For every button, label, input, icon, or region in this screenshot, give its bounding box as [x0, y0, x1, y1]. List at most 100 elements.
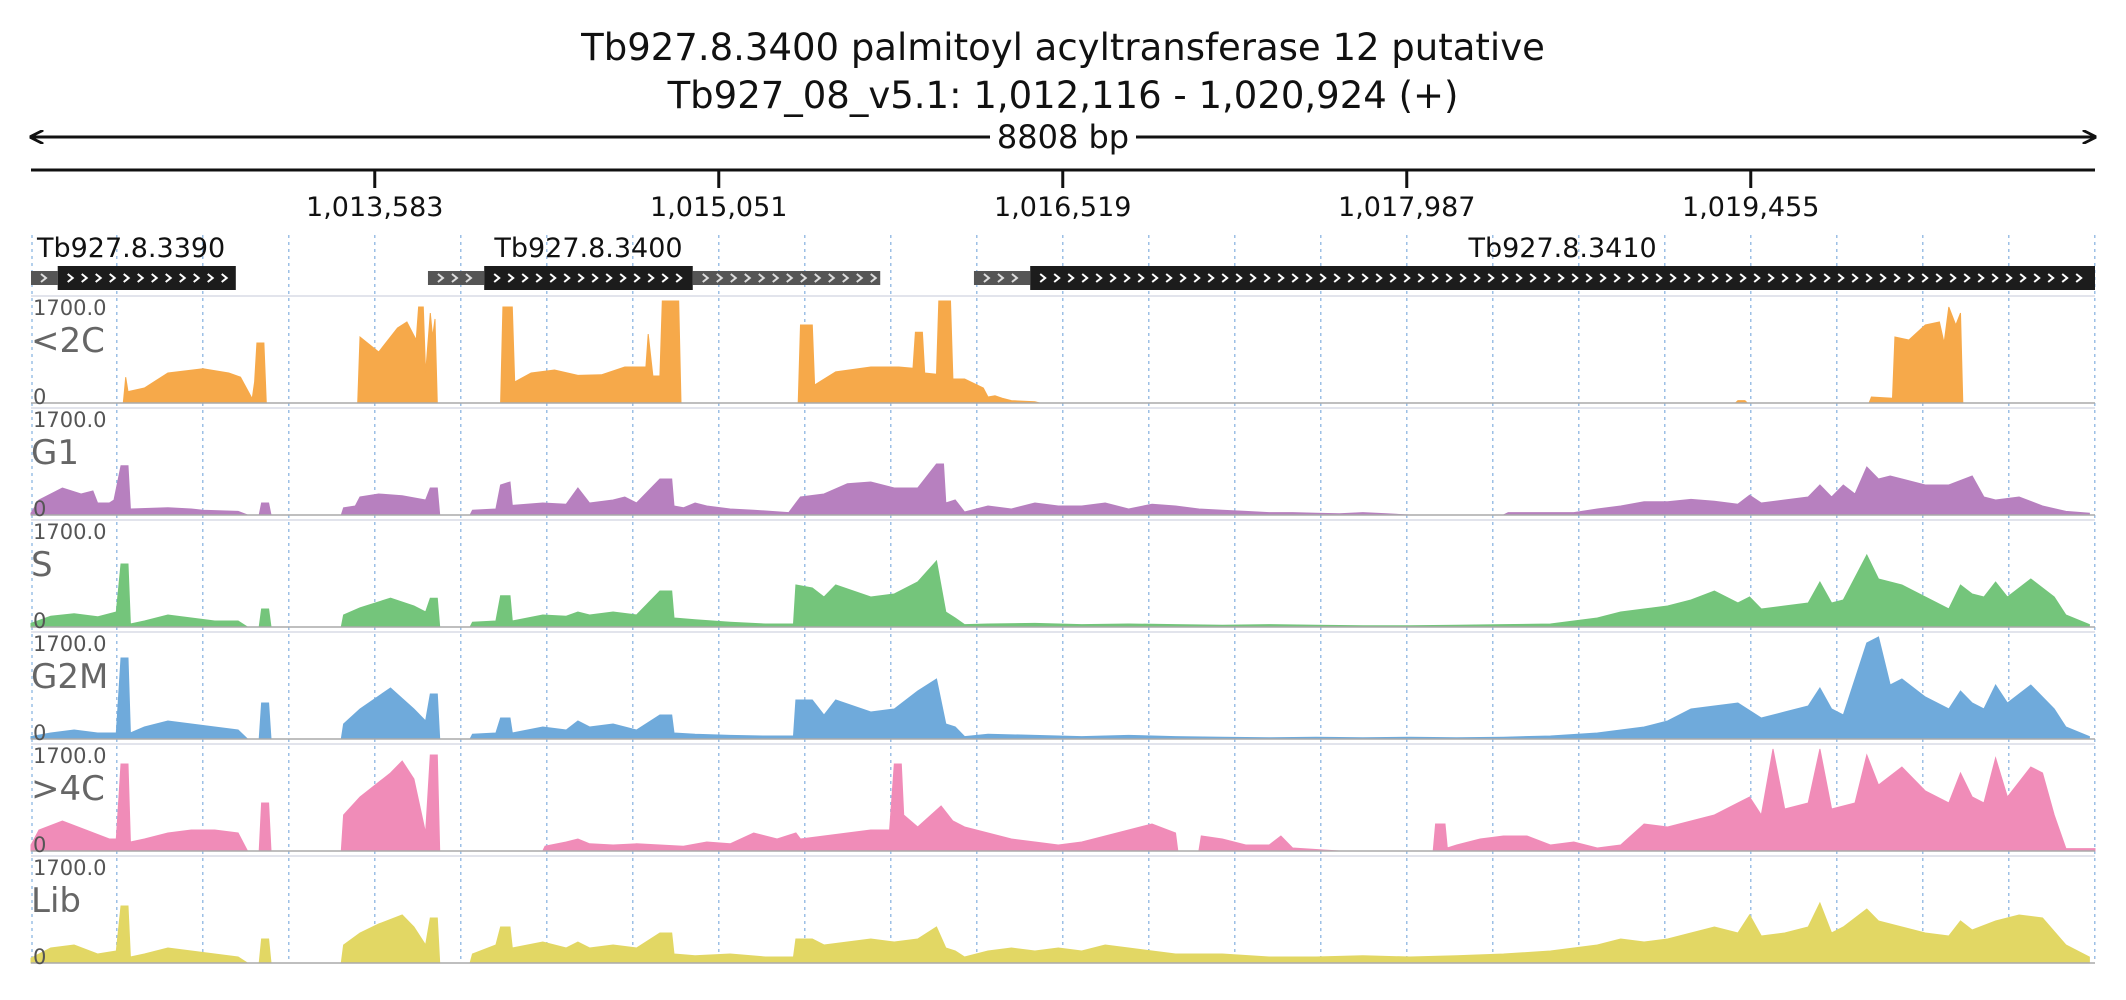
strand-chevron [1879, 273, 1887, 283]
span-label: 8808 bp [997, 118, 1129, 156]
track-ymax-label: 1700.0 [33, 632, 106, 656]
strand-chevron [2033, 273, 2041, 283]
strand-chevron [1529, 273, 1537, 283]
strand-chevron [109, 273, 117, 283]
strand-chevron [1571, 273, 1579, 283]
strand-chevron [1277, 273, 1285, 283]
strand-chevron [716, 273, 724, 283]
track-ymax-label: 1700.0 [33, 856, 106, 880]
axis-tick-label: 1,016,519 [994, 192, 1131, 223]
coordinate-axis: 1,013,583 1,015,051 1,016,519 1,017,987 1,01… [31, 168, 2095, 223]
track->4C: 1700.0>4C 0 [30, 743, 2096, 857]
strand-chevron [1851, 273, 1859, 283]
strand-chevron [1179, 273, 1187, 283]
strand-chevron [591, 273, 599, 283]
strand-chevron [1473, 273, 1481, 283]
strand-chevron [842, 273, 850, 283]
strand-chevron [465, 273, 473, 283]
track-ymin-label: 0 [33, 609, 46, 633]
track-ymin-label: 0 [33, 385, 46, 409]
strand-chevron [2019, 273, 2027, 283]
strand-chevron [1977, 273, 1985, 283]
span-indicator: 8808 bp [31, 118, 2095, 156]
strand-chevron [1193, 273, 1201, 283]
strand-chevron [549, 273, 557, 283]
utr-5prime [31, 271, 58, 285]
strand-chevron [1907, 273, 1915, 283]
strand-chevron [1585, 273, 1593, 283]
grid-lines [31, 235, 2096, 962]
strand-chevron [1081, 273, 1089, 283]
strand-chevron [221, 273, 229, 283]
track-ymin-label: 0 [33, 497, 46, 521]
cds-block [484, 266, 693, 290]
utr-3prime [692, 271, 881, 285]
strand-chevron [870, 273, 878, 283]
strand-chevron [633, 273, 641, 283]
coverage-area [30, 553, 2090, 628]
strand-chevron [772, 273, 780, 283]
plot-title-line1: Tb927.8.3400 palmitoyl acyltransferase 1… [580, 26, 1545, 69]
strand-chevron [507, 273, 515, 283]
track-name: G2M [31, 657, 108, 697]
coverage-area [30, 901, 2090, 964]
track-ymax-label: 1700.0 [33, 296, 106, 320]
strand-chevron [2047, 273, 2055, 283]
strand-chevron [1725, 273, 1733, 283]
strand-chevron [1291, 273, 1299, 283]
track-G1: 1700.0G1 0 [30, 407, 2095, 521]
strand-chevron [2005, 273, 2013, 283]
strand-chevron [1655, 273, 1663, 283]
track-name: >4C [31, 769, 105, 809]
plot-title-line2: Tb927_08_v5.1: 1,012,116 - 1,020,924 (+) [667, 74, 1459, 117]
gene-Tb927.8.3390: Tb927.8.3390 [31, 233, 236, 290]
strand-chevron [1697, 273, 1705, 283]
strand-chevron [1319, 273, 1327, 283]
axis-ticks: 1,013,583 1,015,051 1,016,519 1,017,987 1,01… [306, 170, 1819, 223]
strand-chevron [1347, 273, 1355, 283]
strand-chevron [758, 273, 766, 283]
track-<2C: 1700.0<2C 0 [31, 295, 2095, 409]
strand-chevron [661, 273, 669, 283]
gene-Tb927.8.3400: Tb927.8.3400 [427, 233, 881, 290]
gene-models: Tb927.8.3390 Tb927.8.3400 Tb927.8.3410 [31, 233, 2095, 290]
strand-chevron [856, 273, 864, 283]
strand-chevron [563, 273, 571, 283]
coverage-area [30, 748, 2096, 852]
track-ymax-label: 1700.0 [33, 520, 106, 544]
strand-chevron [40, 273, 48, 283]
strand-chevron [1991, 273, 1999, 283]
strand-chevron [1221, 273, 1229, 283]
strand-chevron [675, 273, 683, 283]
strand-chevron [437, 273, 445, 283]
strand-chevron [983, 273, 991, 283]
strand-chevron [137, 273, 145, 283]
strand-chevron [1109, 273, 1117, 283]
gene-label: Tb927.8.3400 [493, 233, 682, 264]
gene-label: Tb927.8.3390 [36, 233, 225, 264]
strand-chevron [1375, 273, 1383, 283]
strand-chevron [1067, 273, 1075, 283]
track-ymin-label: 0 [33, 833, 46, 857]
strand-chevron [1235, 273, 1243, 283]
strand-chevron [1249, 273, 1257, 283]
strand-chevron [1389, 273, 1397, 283]
strand-chevron [123, 273, 131, 283]
strand-chevron [207, 273, 215, 283]
strand-chevron [1123, 273, 1131, 283]
axis-tick-label: 1,017,987 [1338, 192, 1475, 223]
strand-chevron [1053, 273, 1061, 283]
strand-chevron [2075, 273, 2083, 283]
strand-chevron [1613, 273, 1621, 283]
coverage-area [30, 463, 2090, 516]
strand-chevron [1417, 273, 1425, 283]
strand-chevron [997, 273, 1005, 283]
strand-chevron [521, 273, 529, 283]
strand-chevron [1781, 273, 1789, 283]
strand-chevron [1669, 273, 1677, 283]
strand-chevron [165, 273, 173, 283]
strand-chevron [1893, 273, 1901, 283]
gene-label: Tb927.8.3410 [1467, 233, 1656, 264]
